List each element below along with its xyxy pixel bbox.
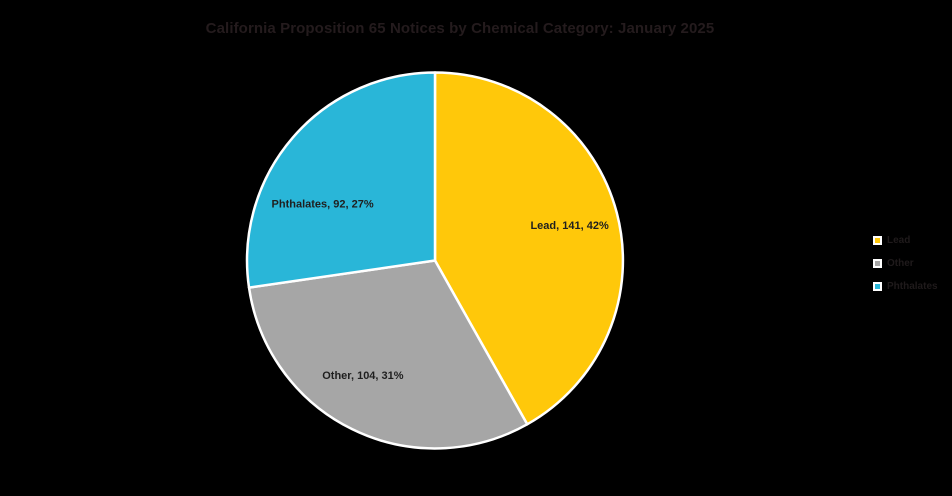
legend-item-other: Other xyxy=(873,252,938,275)
pie-slice-phthalates xyxy=(245,71,437,289)
legend-label-other: Other xyxy=(887,258,914,269)
legend: Lead Other Phthalates xyxy=(873,229,938,298)
legend-item-lead: Lead xyxy=(873,229,938,252)
legend-swatch-lead xyxy=(873,236,882,245)
legend-swatch-phthalates xyxy=(873,282,882,291)
pie-slice-label-phthalates: Phthalates, 92, 27% xyxy=(272,199,374,211)
pie-slice-label-lead: Lead, 141, 42% xyxy=(530,220,608,232)
pie-slice-other xyxy=(247,259,529,450)
legend-swatch-other xyxy=(873,259,882,268)
pie-slice-lead xyxy=(433,71,625,426)
chart-title: California Proposition 65 Notices by Che… xyxy=(205,20,715,37)
legend-label-lead: Lead xyxy=(887,235,911,246)
pie-slice-label-other: Other, 104, 31% xyxy=(322,370,404,382)
legend-label-phthalates: Phthalates xyxy=(887,281,938,292)
legend-item-phthalates: Phthalates xyxy=(873,275,938,298)
